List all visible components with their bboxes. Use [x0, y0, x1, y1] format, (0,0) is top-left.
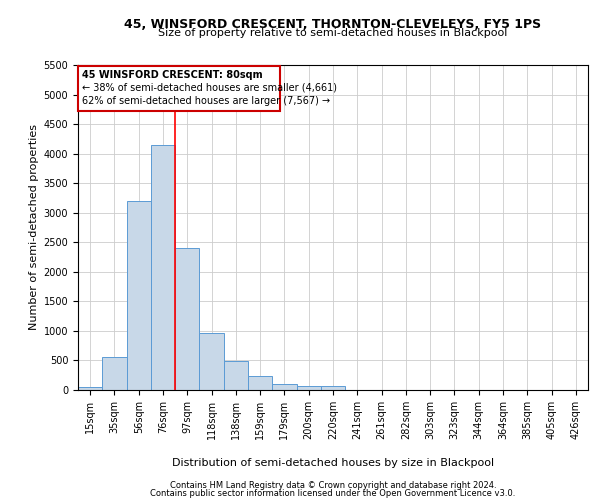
- Text: Size of property relative to semi-detached houses in Blackpool: Size of property relative to semi-detach…: [158, 28, 508, 38]
- Bar: [296, 386, 321, 390]
- Text: 62% of semi-detached houses are larger (7,567) →: 62% of semi-detached houses are larger (…: [82, 96, 330, 106]
- Bar: [102, 357, 127, 390]
- Bar: [248, 376, 272, 390]
- Text: 45 WINSFORD CRESCENT: 80sqm: 45 WINSFORD CRESCENT: 80sqm: [82, 70, 262, 80]
- Text: ← 38% of semi-detached houses are smaller (4,661): ← 38% of semi-detached houses are smalle…: [82, 83, 337, 93]
- Bar: [224, 361, 248, 390]
- Bar: [78, 387, 102, 390]
- Text: Distribution of semi-detached houses by size in Blackpool: Distribution of semi-detached houses by …: [172, 458, 494, 468]
- Bar: [272, 384, 296, 390]
- Y-axis label: Number of semi-detached properties: Number of semi-detached properties: [29, 124, 40, 330]
- Bar: [127, 201, 151, 390]
- Text: 45, WINSFORD CRESCENT, THORNTON-CLEVELEYS, FY5 1PS: 45, WINSFORD CRESCENT, THORNTON-CLEVELEY…: [124, 18, 542, 30]
- Bar: [151, 145, 175, 390]
- Bar: [78, 66, 280, 111]
- Bar: [321, 386, 345, 390]
- Bar: [175, 248, 199, 390]
- Bar: [199, 332, 224, 390]
- Text: Contains HM Land Registry data © Crown copyright and database right 2024.: Contains HM Land Registry data © Crown c…: [170, 481, 496, 490]
- Text: Contains public sector information licensed under the Open Government Licence v3: Contains public sector information licen…: [151, 489, 515, 498]
